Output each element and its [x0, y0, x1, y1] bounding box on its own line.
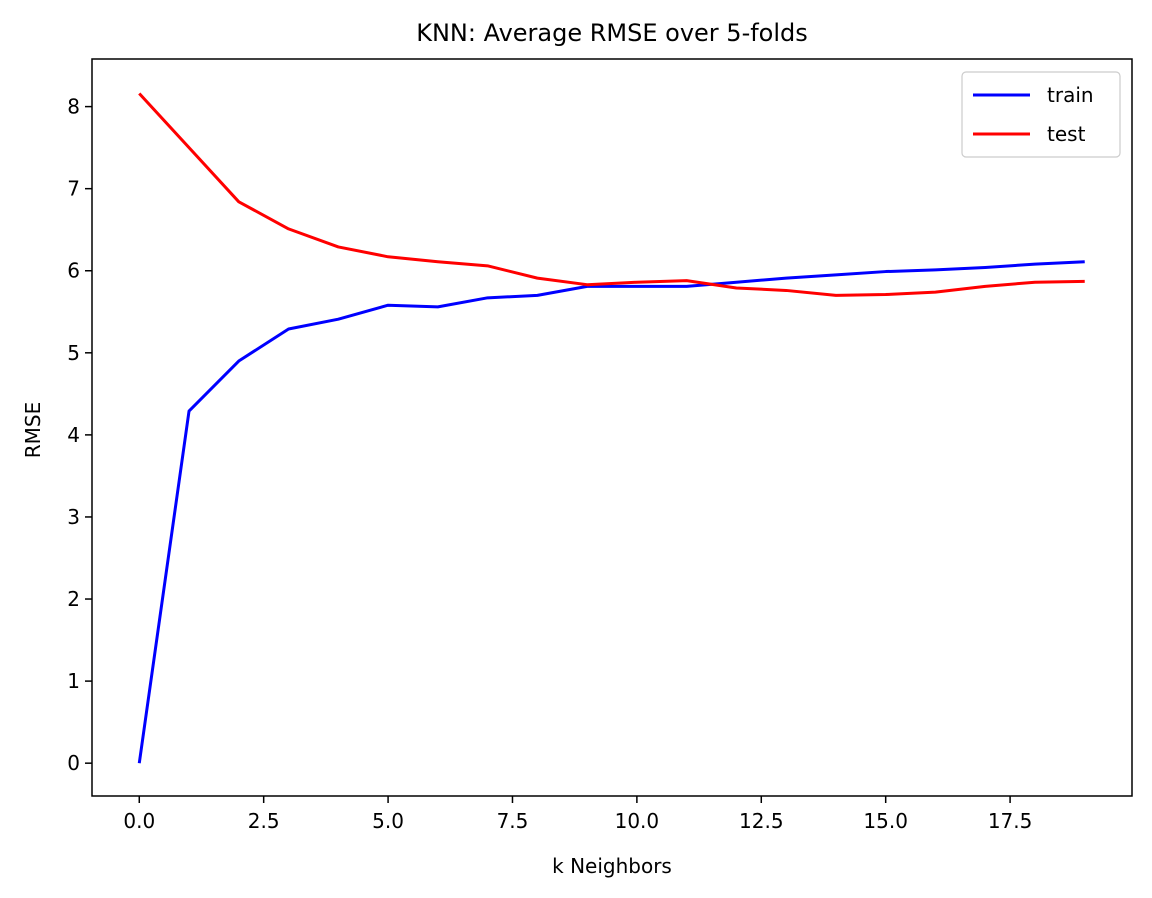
x-tick-label: 0.0 — [123, 809, 155, 833]
series-line-train — [137, 260, 1085, 764]
y-tick-label: 8 — [67, 95, 80, 119]
x-tick-label: 15.0 — [863, 809, 908, 833]
plot-area-frame — [91, 58, 1133, 797]
y-tick-label: 1 — [67, 669, 80, 693]
y-tick-label: 5 — [67, 341, 80, 365]
x-axis-label: k Neighbors — [552, 854, 672, 878]
legend: train test — [961, 71, 1121, 158]
legend-label-train: train — [1047, 83, 1094, 107]
x-tick-label: 2.5 — [248, 809, 280, 833]
x-tick-label: 7.5 — [497, 809, 529, 833]
legend-box — [961, 71, 1121, 158]
chart-title: KNN: Average RMSE over 5-folds — [416, 19, 808, 47]
y-tick-label: 7 — [67, 177, 80, 201]
ticks-layer: 0.0 2.5 5.0 7.5 10.0 12.5 15.0 17.5 0 1 2 3 4 5 6 7 8 — [67, 95, 1032, 833]
y-tick-label: 2 — [67, 587, 80, 611]
y-tick-label: 6 — [67, 259, 80, 283]
y-tick-label: 0 — [67, 751, 80, 775]
y-axis-label: RMSE — [21, 402, 45, 458]
series-line-test — [138, 92, 1085, 297]
x-tick-label: 10.0 — [615, 809, 660, 833]
y-tick-label: 3 — [67, 505, 80, 529]
y-tick-label: 4 — [67, 423, 80, 447]
x-tick-label: 12.5 — [739, 809, 784, 833]
x-tick-label: 17.5 — [988, 809, 1033, 833]
x-tick-label: 5.0 — [372, 809, 404, 833]
series-layer — [137, 92, 1085, 764]
legend-label-test: test — [1047, 122, 1086, 146]
